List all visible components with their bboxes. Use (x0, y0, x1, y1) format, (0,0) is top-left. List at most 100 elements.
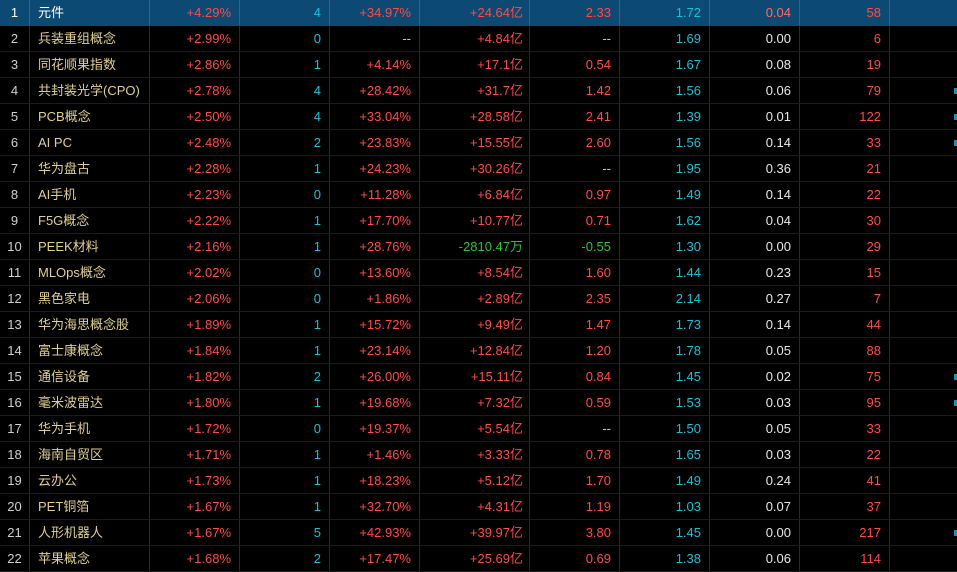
count-value: 1 (240, 442, 330, 467)
overflow-column (890, 468, 957, 493)
value-col-3: 0.03 (710, 390, 800, 415)
change-percent: +2.48% (150, 130, 240, 155)
count-value: 4 (240, 0, 330, 25)
value-col-1: -0.55 (530, 234, 620, 259)
sector-name: 黑色家电 (30, 286, 150, 311)
value-col-1: 2.35 (530, 286, 620, 311)
value-col-1: 2.60 (530, 130, 620, 155)
count-value: 1 (240, 468, 330, 493)
value-col-3: 0.24 (710, 468, 800, 493)
table-row[interactable]: 22 苹果概念 +1.68% 2 +17.47% +25.69亿 0.69 1.38 0.06 1… (0, 546, 957, 572)
table-row[interactable]: 5 PCB概念 +2.50% 4 +33.04% +28.58亿 2.41 1.39 0.01 1… (0, 104, 957, 130)
overflow-column (890, 520, 957, 545)
count-value: 1 (240, 338, 330, 363)
count-value: 1 (240, 208, 330, 233)
count-value: 1 (240, 234, 330, 259)
value-col-4: 79 (800, 78, 890, 103)
value-col-4: 114 (800, 546, 890, 571)
change-percent: +1.80% (150, 390, 240, 415)
sector-name: 人形机器人 (30, 520, 150, 545)
table-row[interactable]: 9 F5G概念 +2.22% 1 +17.70% +10.77亿 0.71 1.62 0.04 3… (0, 208, 957, 234)
percent-value: +18.23% (330, 468, 420, 493)
sector-name: 海南自贸区 (30, 442, 150, 467)
overflow-column (890, 442, 957, 467)
net-flow: +28.58亿 (420, 104, 530, 129)
percent-value: +24.23% (330, 156, 420, 181)
table-row[interactable]: 4 共封装光学(CPO) +2.78% 4 +28.42% +31.7亿 1.42 1.56 0… (0, 78, 957, 104)
value-col-3: 0.05 (710, 416, 800, 441)
row-index: 7 (0, 156, 30, 181)
change-percent: +1.73% (150, 468, 240, 493)
value-col-1: 1.19 (530, 494, 620, 519)
table-row[interactable]: 19 云办公 +1.73% 1 +18.23% +5.12亿 1.70 1.49 0.24 41 (0, 468, 957, 494)
percent-value: +34.97% (330, 0, 420, 25)
overflow-column (890, 338, 957, 363)
percent-value: +15.72% (330, 312, 420, 337)
table-row[interactable]: 11 MLOps概念 +2.02% 0 +13.60% +8.54亿 1.60 1.44 0.2… (0, 260, 957, 286)
sector-name: F5G概念 (30, 208, 150, 233)
value-col-4: 37 (800, 494, 890, 519)
change-percent: +1.68% (150, 546, 240, 571)
value-col-4: 122 (800, 104, 890, 129)
table-row[interactable]: 1 元件 +4.29% 4 +34.97% +24.64亿 2.33 1.72 0.04 58 (0, 0, 957, 26)
count-value: 2 (240, 364, 330, 389)
percent-value: +11.28% (330, 182, 420, 207)
row-index: 17 (0, 416, 30, 441)
value-col-3: 0.14 (710, 182, 800, 207)
table-row[interactable]: 12 黑色家电 +2.06% 0 +1.86% +2.89亿 2.35 2.14 0.27 7 (0, 286, 957, 312)
table-row[interactable]: 15 通信设备 +1.82% 2 +26.00% +15.11亿 0.84 1.45 0.02 7… (0, 364, 957, 390)
value-col-2: 1.50 (620, 416, 710, 441)
table-row[interactable]: 18 海南自贸区 +1.71% 1 +1.46% +3.33亿 0.78 1.65 0.03 22 (0, 442, 957, 468)
percent-value: +23.83% (330, 130, 420, 155)
table-row[interactable]: 8 AI手机 +2.23% 0 +11.28% +6.84亿 0.97 1.49 0.14 22 (0, 182, 957, 208)
value-col-1: -- (530, 416, 620, 441)
table-row[interactable]: 2 兵装重组概念 +2.99% 0 -- +4.84亿 -- 1.69 0.00 6 (0, 26, 957, 52)
value-col-1: -- (530, 156, 620, 181)
sector-name: 同花顺果指数 (30, 52, 150, 77)
percent-value: +17.70% (330, 208, 420, 233)
net-flow: +5.54亿 (420, 416, 530, 441)
table-row[interactable]: 17 华为手机 +1.72% 0 +19.37% +5.54亿 -- 1.50 0.05 33 (0, 416, 957, 442)
percent-value: +19.37% (330, 416, 420, 441)
value-col-2: 1.03 (620, 494, 710, 519)
table-row[interactable]: 20 PET铜箔 +1.67% 1 +32.70% +4.31亿 1.19 1.03 0.07 3… (0, 494, 957, 520)
table-row[interactable]: 3 同花顺果指数 +2.86% 1 +4.14% +17.1亿 0.54 1.67 0.08 19 (0, 52, 957, 78)
change-percent: +1.84% (150, 338, 240, 363)
value-col-2: 1.56 (620, 130, 710, 155)
value-col-3: 0.03 (710, 442, 800, 467)
value-col-1: 0.54 (530, 52, 620, 77)
sector-name: MLOps概念 (30, 260, 150, 285)
table-row[interactable]: 14 富士康概念 +1.84% 1 +23.14% +12.84亿 1.20 1.78 0.05… (0, 338, 957, 364)
overflow-column (890, 208, 957, 233)
percent-value: +1.46% (330, 442, 420, 467)
count-value: 5 (240, 520, 330, 545)
value-col-1: 0.78 (530, 442, 620, 467)
value-col-2: 1.67 (620, 52, 710, 77)
row-index: 1 (0, 0, 30, 25)
net-flow: +31.7亿 (420, 78, 530, 103)
net-flow: -2810.47万 (420, 234, 530, 259)
overflow-column (890, 182, 957, 207)
table-row[interactable]: 16 毫米波雷达 +1.80% 1 +19.68% +7.32亿 0.59 1.53 0.03 9… (0, 390, 957, 416)
table-row[interactable]: 13 华为海思概念股 +1.89% 1 +15.72% +9.49亿 1.47 1.73 0.1… (0, 312, 957, 338)
overflow-column (890, 286, 957, 311)
table-row[interactable]: 10 PEEK材料 +2.16% 1 +28.76% -2810.47万 -0.55 1.30… (0, 234, 957, 260)
overflow-column (890, 26, 957, 51)
value-col-3: 0.14 (710, 312, 800, 337)
row-index: 8 (0, 182, 30, 207)
table-row[interactable]: 7 华为盘古 +2.28% 1 +24.23% +30.26亿 -- 1.95 0.36 21 (0, 156, 957, 182)
overflow-column (890, 494, 957, 519)
change-percent: +2.22% (150, 208, 240, 233)
percent-value: +23.14% (330, 338, 420, 363)
table-row[interactable]: 6 AI PC +2.48% 2 +23.83% +15.55亿 2.60 1.56 0.14 3… (0, 130, 957, 156)
change-percent: +2.28% (150, 156, 240, 181)
value-col-1: 1.20 (530, 338, 620, 363)
count-value: 4 (240, 78, 330, 103)
table-row[interactable]: 21 人形机器人 +1.67% 5 +42.93% +39.97亿 3.80 1.45 0.00… (0, 520, 957, 546)
overflow-column (890, 312, 957, 337)
net-flow: +2.89亿 (420, 286, 530, 311)
value-col-4: 22 (800, 182, 890, 207)
row-index: 15 (0, 364, 30, 389)
value-col-4: 21 (800, 156, 890, 181)
value-col-2: 1.73 (620, 312, 710, 337)
